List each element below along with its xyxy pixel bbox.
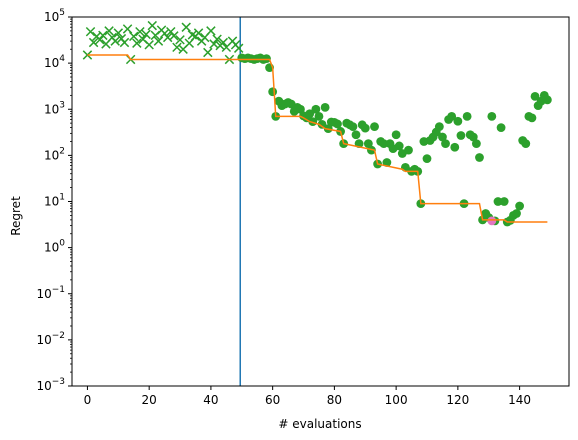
initial-sample-point [175,35,185,45]
initial-sample-point [104,26,114,36]
optimization-point [305,109,315,119]
initial-sample-point [132,38,142,48]
initial-sample-point [110,36,120,46]
initial-sample-point [122,24,133,34]
initial-sample-point [135,26,145,37]
x-tick-label: 20 [142,393,157,407]
optimization-point [438,132,447,142]
optimization-point [496,123,506,133]
optimization-point [453,116,463,126]
initial-sample-point [95,35,105,45]
optimization-point [515,201,525,211]
plot-area [82,17,552,386]
optimization-point [434,122,444,132]
x-tick-label: 0 [84,393,92,407]
best-so-far-line [87,54,548,223]
x-tick-label: 140 [508,393,531,407]
optimization-point [512,209,521,218]
optimization-point [382,158,392,167]
initial-sample-point [172,42,182,53]
optimization-point [462,111,472,121]
initial-sample-point [166,26,176,37]
optimization-point [441,139,450,149]
initial-sample-point [218,37,228,48]
y-tick-label: 104 [44,54,65,70]
y-tick-label: 10−1 [36,285,65,301]
initial-sample-point [169,31,179,41]
initial-sample-point [233,43,244,53]
optimization-point [447,111,457,121]
optimization-point [394,141,404,151]
initial-sample-point [193,28,204,38]
initial-sample-point [153,36,164,46]
optimization-point [360,123,370,133]
initial-sample-point [147,20,157,31]
optimization-point [348,122,358,132]
initial-sample-point [88,37,99,48]
optimization-point [379,139,389,149]
x-axis-label: # evaluations [278,417,361,431]
optimization-point [311,104,321,114]
optimization-point [296,104,305,114]
optimization-point [475,153,484,162]
x-tick-label: 60 [265,393,280,407]
x-tick-label: 100 [385,393,408,407]
initial-sample-point [119,37,130,48]
optimization-point [530,91,540,101]
initial-sample-point [144,40,154,50]
initial-sample-point [129,31,139,42]
optimization-point [320,102,330,112]
optimization-point [542,95,552,105]
optimization-point [370,122,379,132]
y-axis-label: Regret [9,196,23,236]
initial-sample-point [98,30,108,41]
y-tick-label: 103 [44,100,65,116]
best-point [487,216,497,226]
y-tick-label: 101 [44,193,65,209]
optimization-point [493,197,503,206]
optimization-point [268,87,278,97]
optimization-point [404,145,413,155]
x-tick-label: 80 [327,393,342,407]
axes: 0 20 40 60 80 100 120 140 10−3 10−2 10−1 100 101 102 1… [36,8,570,407]
y-tick-label: 10−2 [36,331,65,347]
initial-sample-point [209,39,219,49]
optimization-point [450,142,460,152]
optimization-point [487,111,497,121]
optimization-point [262,54,271,64]
optimization-point [456,131,466,140]
initial-sample-point [113,28,124,38]
initial-sample-point [203,47,213,58]
optimization-point [422,154,432,164]
optimization-point [471,139,481,149]
optimization-point [391,130,401,140]
optimization-point [317,119,327,129]
x-tick-label: 40 [203,393,218,407]
y-tick-label: 105 [44,8,65,24]
initial-sample-point [187,30,198,40]
initial-sample-point [181,22,191,32]
initial-sample-point [141,29,151,40]
optimization-point [314,111,324,121]
optimization-point [468,132,478,142]
initial-sample-point [206,26,216,36]
y-tick-label: 100 [44,239,65,255]
optimization-point [351,130,361,140]
y-tick-label: 10−3 [36,377,65,393]
optimization-point [333,119,342,129]
optimization-point [363,139,373,149]
initial-sample-point [85,26,96,37]
optimization-point [527,113,537,123]
y-tick-label: 102 [44,146,65,162]
initial-sample-point [212,34,222,44]
optimization-point [499,197,509,206]
optimization-point [521,139,531,149]
x-tick-label: 120 [446,393,469,407]
